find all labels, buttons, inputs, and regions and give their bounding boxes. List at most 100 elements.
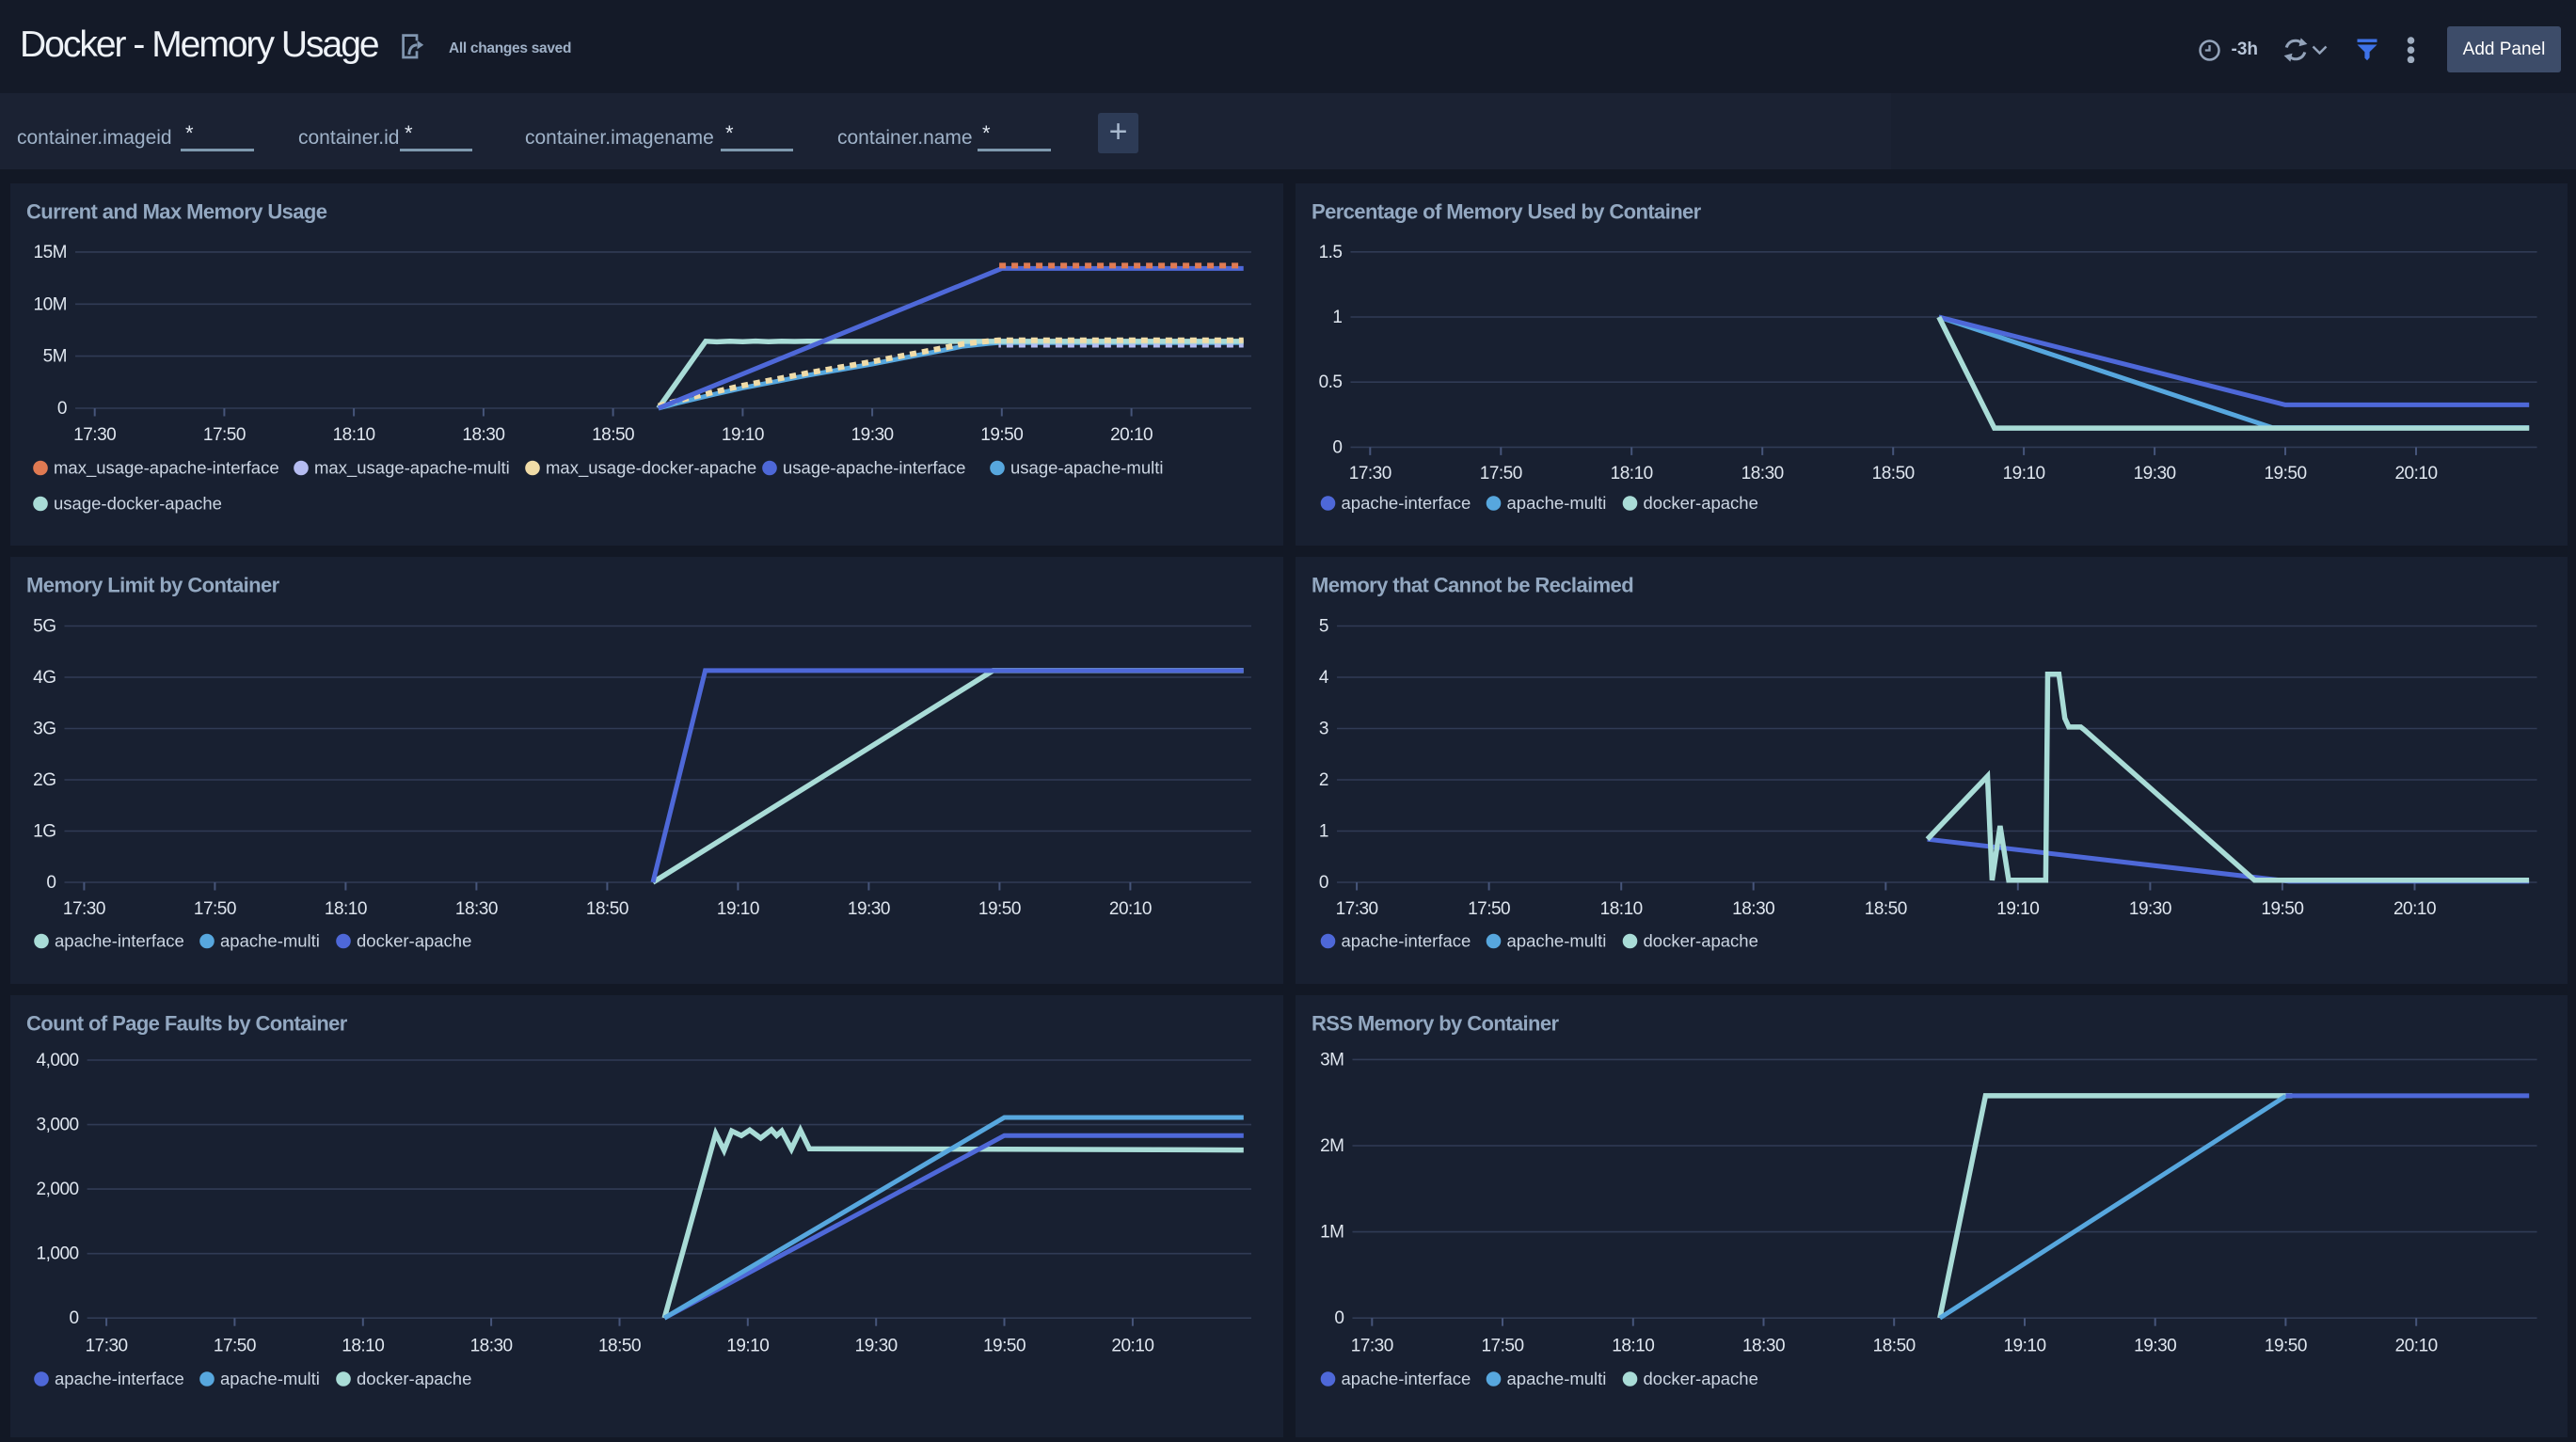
svg-text:17:30: 17:30 [86, 1336, 128, 1355]
svg-text:18:10: 18:10 [1612, 1336, 1654, 1355]
svg-text:18:30: 18:30 [1741, 464, 1783, 483]
svg-text:19:10: 19:10 [722, 425, 764, 445]
svg-text:1: 1 [1332, 308, 1342, 327]
svg-text:0: 0 [70, 1308, 79, 1328]
svg-text:19:50: 19:50 [980, 425, 1023, 445]
svg-text:18:50: 18:50 [598, 1336, 641, 1355]
svg-text:apache-multi: apache-multi [1506, 493, 1606, 513]
svg-text:5G: 5G [33, 616, 56, 636]
svg-text:4G: 4G [33, 668, 56, 688]
svg-text:18:50: 18:50 [1871, 464, 1914, 483]
svg-text:20:10: 20:10 [2393, 899, 2435, 919]
svg-text:19:30: 19:30 [2133, 464, 2175, 483]
svg-text:2,000: 2,000 [37, 1180, 79, 1199]
svg-text:Memory Limit by Container: Memory Limit by Container [26, 573, 280, 596]
svg-text:17:30: 17:30 [1348, 464, 1391, 483]
svg-text:19:50: 19:50 [978, 899, 1021, 919]
svg-text:docker-apache: docker-apache [357, 1369, 471, 1388]
svg-text:1.5: 1.5 [1318, 243, 1342, 262]
svg-text:0: 0 [57, 399, 67, 419]
svg-text:RSS Memory by Container: RSS Memory by Container [1312, 1011, 1560, 1035]
svg-text:apache-interface: apache-interface [1341, 930, 1471, 950]
svg-text:19:30: 19:30 [2134, 1336, 2176, 1355]
svg-text:19:50: 19:50 [2264, 464, 2306, 483]
svg-text:apache-interface: apache-interface [55, 930, 184, 950]
svg-text:17:50: 17:50 [1479, 464, 1521, 483]
svg-text:3G: 3G [33, 719, 56, 738]
svg-text:Count of Page Faults by Contai: Count of Page Faults by Container [26, 1011, 348, 1035]
svg-text:18:50: 18:50 [586, 899, 628, 919]
svg-text:19:50: 19:50 [2264, 1336, 2306, 1355]
svg-text:2: 2 [1318, 770, 1328, 790]
svg-text:20:10: 20:10 [1109, 899, 1152, 919]
svg-text:apache-multi: apache-multi [220, 930, 320, 950]
svg-text:17:50: 17:50 [1481, 1336, 1523, 1355]
svg-text:20:10: 20:10 [1111, 1336, 1153, 1355]
svg-text:Memory that Cannot be Reclaime: Memory that Cannot be Reclaimed [1312, 573, 1633, 596]
svg-text:10M: 10M [34, 294, 67, 314]
svg-text:2G: 2G [33, 770, 56, 790]
svg-text:2M: 2M [1320, 1136, 1344, 1156]
svg-text:0: 0 [1334, 1308, 1344, 1328]
svg-text:1G: 1G [33, 821, 56, 841]
svg-text:apache-interface: apache-interface [1341, 1369, 1471, 1388]
svg-text:17:30: 17:30 [1335, 899, 1377, 919]
svg-text:apache-interface: apache-interface [1341, 493, 1471, 513]
svg-text:17:50: 17:50 [214, 1336, 256, 1355]
svg-text:18:30: 18:30 [1741, 1336, 1784, 1355]
svg-text:18:50: 18:50 [1864, 899, 1906, 919]
svg-text:Percentage of Memory Used by C: Percentage of Memory Used by Container [1312, 200, 1702, 224]
svg-text:docker-apache: docker-apache [1643, 930, 1757, 950]
svg-text:18:10: 18:10 [325, 899, 367, 919]
svg-text:19:10: 19:10 [2002, 464, 2044, 483]
svg-text:max_usage-docker-apache: max_usage-docker-apache [546, 458, 756, 479]
svg-text:19:10: 19:10 [2003, 1336, 2045, 1355]
svg-text:19:10: 19:10 [726, 1336, 769, 1355]
svg-text:18:30: 18:30 [462, 425, 504, 445]
svg-text:docker-apache: docker-apache [1643, 493, 1757, 513]
svg-text:19:30: 19:30 [855, 1336, 898, 1355]
svg-text:19:50: 19:50 [2261, 899, 2303, 919]
svg-text:1: 1 [1318, 821, 1328, 841]
svg-text:apache-multi: apache-multi [1506, 1369, 1606, 1388]
svg-text:5M: 5M [43, 347, 67, 367]
svg-text:3M: 3M [1320, 1050, 1344, 1070]
svg-text:3,000: 3,000 [37, 1115, 79, 1134]
svg-text:0: 0 [1332, 437, 1342, 457]
svg-text:18:10: 18:10 [342, 1336, 384, 1355]
svg-text:3: 3 [1318, 719, 1328, 738]
svg-text:15M: 15M [34, 243, 67, 262]
svg-text:Current and Max Memory Usage: Current and Max Memory Usage [26, 200, 327, 224]
svg-text:18:30: 18:30 [1732, 899, 1774, 919]
svg-text:18:10: 18:10 [333, 425, 375, 445]
svg-text:17:30: 17:30 [73, 425, 116, 445]
svg-text:20:10: 20:10 [1110, 425, 1153, 445]
svg-text:20:10: 20:10 [2394, 1336, 2437, 1355]
svg-text:18:10: 18:10 [1599, 899, 1642, 919]
svg-text:max_usage-apache-interface: max_usage-apache-interface [54, 458, 279, 479]
svg-text:18:50: 18:50 [592, 425, 634, 445]
svg-text:18:10: 18:10 [1610, 464, 1652, 483]
svg-text:17:30: 17:30 [63, 899, 105, 919]
svg-text:usage-apache-multi: usage-apache-multi [1010, 458, 1163, 478]
svg-text:20:10: 20:10 [2394, 464, 2437, 483]
svg-text:17:50: 17:50 [1468, 899, 1510, 919]
svg-text:apache-multi: apache-multi [1506, 930, 1606, 950]
svg-text:19:10: 19:10 [1996, 899, 2039, 919]
svg-text:1,000: 1,000 [37, 1244, 79, 1263]
svg-text:max_usage-apache-multi: max_usage-apache-multi [314, 458, 510, 479]
svg-text:0: 0 [46, 873, 56, 893]
svg-text:docker-apache: docker-apache [1643, 1369, 1757, 1388]
svg-text:19:30: 19:30 [2128, 899, 2171, 919]
svg-text:18:50: 18:50 [1872, 1336, 1915, 1355]
svg-text:19:50: 19:50 [983, 1336, 1026, 1355]
svg-text:17:30: 17:30 [1350, 1336, 1392, 1355]
svg-text:18:30: 18:30 [455, 899, 498, 919]
svg-text:apache-interface: apache-interface [55, 1369, 184, 1388]
svg-text:4,000: 4,000 [37, 1051, 79, 1070]
svg-text:usage-docker-apache: usage-docker-apache [54, 494, 222, 514]
svg-text:17:50: 17:50 [194, 899, 236, 919]
svg-text:17:50: 17:50 [203, 425, 246, 445]
svg-text:1M: 1M [1320, 1222, 1344, 1242]
svg-text:0.5: 0.5 [1318, 372, 1342, 392]
